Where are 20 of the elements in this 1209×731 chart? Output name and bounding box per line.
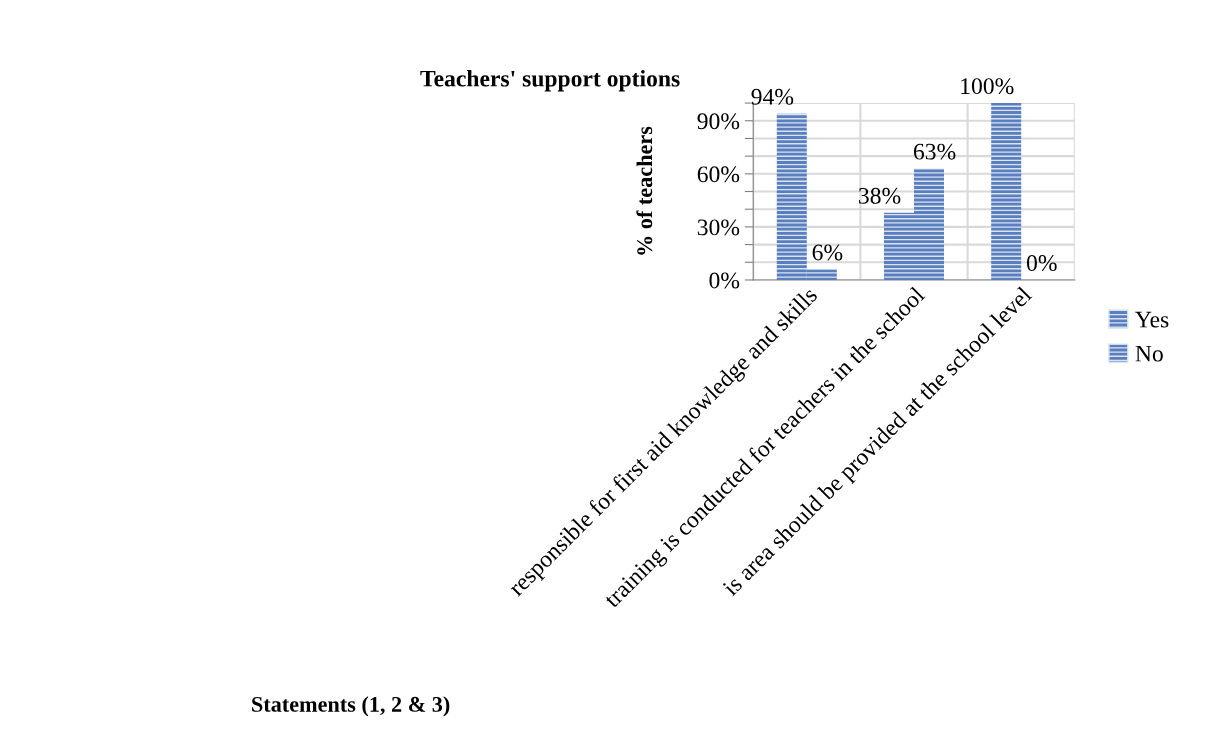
y-axis-title: % of teachers xyxy=(636,126,653,255)
legend-label: No xyxy=(1135,345,1163,362)
y-tick-label: 0% xyxy=(709,272,740,289)
x-axis-title: Statements (1, 2 & 3) xyxy=(252,696,450,717)
bar xyxy=(991,103,1022,280)
bar xyxy=(776,113,807,280)
y-tick-label: 30% xyxy=(697,219,740,236)
bar xyxy=(914,168,945,280)
legend-label: Yes xyxy=(1135,311,1169,328)
bar xyxy=(883,212,914,280)
data-label: 94% xyxy=(751,88,794,105)
text: Teachers' support options xyxy=(420,69,680,92)
data-label: 6% xyxy=(812,244,843,261)
data-label: 38% xyxy=(859,187,901,204)
data-label: 63% xyxy=(913,143,956,160)
y-tick-label: 90% xyxy=(697,113,740,130)
data-label: 0% xyxy=(1026,255,1057,272)
y-tick-label: 60% xyxy=(697,166,740,183)
bar xyxy=(806,269,837,280)
data-label: 100% xyxy=(961,78,1014,95)
